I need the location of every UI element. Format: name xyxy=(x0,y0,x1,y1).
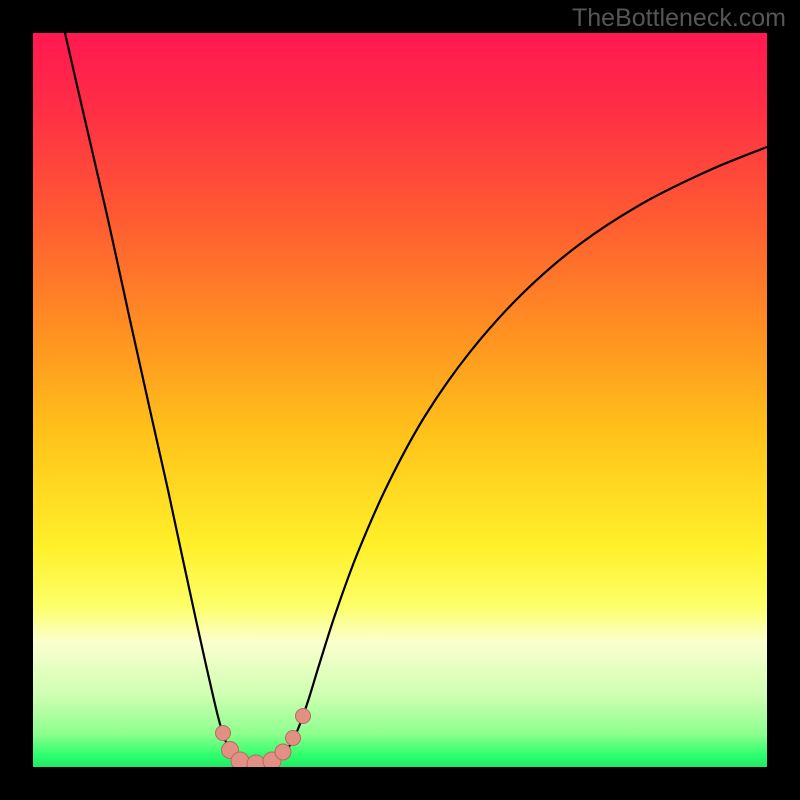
bottleneck-chart xyxy=(0,0,800,800)
watermark-text: TheBottleneck.com xyxy=(572,4,786,33)
bottleneck-marker xyxy=(296,709,311,724)
bottleneck-marker xyxy=(216,726,231,741)
bottleneck-marker xyxy=(286,731,301,746)
bottleneck-marker xyxy=(275,744,291,760)
plot-gradient-background xyxy=(33,33,767,767)
